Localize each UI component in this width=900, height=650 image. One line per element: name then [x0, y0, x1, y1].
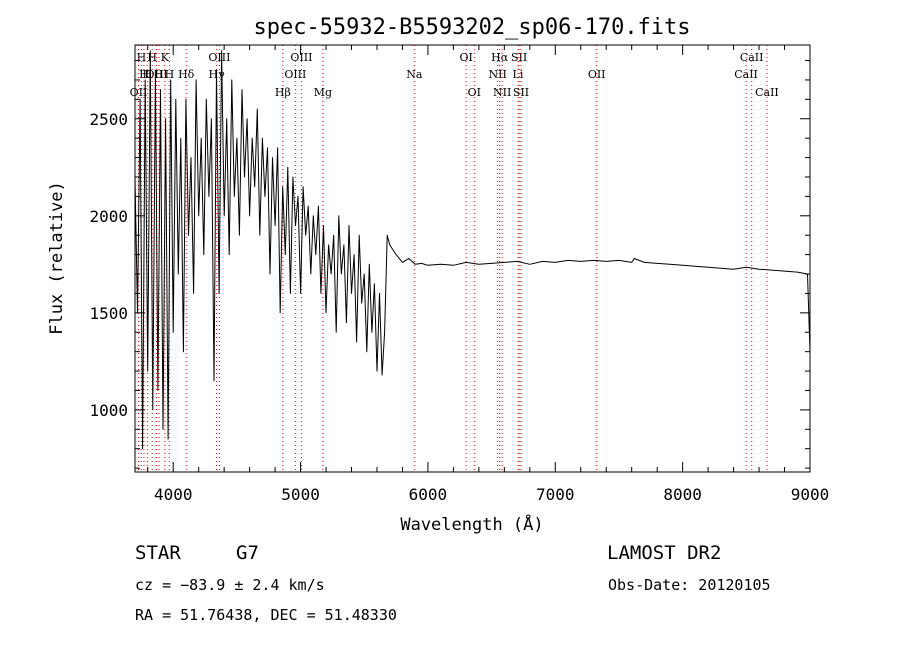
marker-label-1: H — [137, 51, 147, 64]
coordinates: RA = 51.76438, DEC = 51.48330 — [135, 606, 397, 624]
marker-label-17: OI — [459, 51, 472, 64]
marker-label-5: OIII — [145, 68, 167, 81]
spectrum-series — [134, 50, 811, 450]
x-tick-label-3: 7000 — [536, 485, 575, 504]
x-tick-label-1: 5000 — [281, 485, 320, 504]
marker-label-8: H — [165, 68, 175, 81]
y-tick-label-2: 2000 — [89, 207, 128, 226]
marker-label-15: Mg — [314, 86, 332, 99]
x-tick-label-4: 8000 — [663, 485, 702, 504]
marker-label-11: OIII — [208, 51, 230, 64]
marker-label-12: Hβ — [275, 86, 291, 99]
marker-label-18: OI — [468, 86, 481, 99]
marker-label-27: CaII — [740, 51, 764, 64]
x-tick-label-2: 6000 — [409, 485, 448, 504]
marker-label-0: OII — [130, 86, 148, 99]
marker-label-28: CaII — [755, 86, 779, 99]
x-tick-label-0: 4000 — [154, 485, 193, 504]
marker-label-2: H — [139, 68, 149, 81]
marker-label-14: OIII — [290, 51, 312, 64]
y-axis-label: Flux (relative) — [47, 181, 67, 335]
plot-frame — [134, 44, 811, 473]
marker-label-6: H — [154, 68, 164, 81]
y-tick-label-1: 1500 — [89, 304, 128, 323]
marker-label-19: NII — [489, 68, 507, 81]
marker-label-26: CaII — [734, 68, 758, 81]
marker-label-25: OII — [588, 68, 606, 81]
marker-label-20: Hα — [491, 51, 509, 64]
marker-label-16: Na — [406, 68, 423, 81]
survey-name: LAMOST DR2 — [607, 542, 721, 564]
chart-title: spec-55932-B5593202_sp06-170.fits — [253, 15, 690, 40]
marker-label-23: SII — [511, 51, 527, 64]
marker-label-7: K — [161, 51, 170, 64]
marker-label-13: OIII — [284, 68, 306, 81]
spectrum-line — [134, 50, 811, 450]
marker-label-4: H — [147, 51, 157, 64]
axes: 4000 5000 6000 7000 8000 9000 1000 1500 2000 2500 — [89, 44, 830, 504]
y-tick-label-3: 2500 — [89, 110, 128, 129]
object-subclass: G7 — [236, 542, 259, 564]
marker-label-9: Hδ — [178, 68, 195, 81]
marker-label-21: NII — [493, 86, 511, 99]
y-tick-label-0: 1000 — [89, 401, 128, 420]
object-class: STAR — [135, 542, 181, 564]
marker-label-22: Li — [513, 68, 524, 81]
marker-label-24: SII — [513, 86, 529, 99]
marker-label-3: H — [143, 68, 153, 81]
x-tick-label-5: 9000 — [791, 485, 830, 504]
x-axis-label: Wavelength (Å) — [400, 513, 543, 535]
redshift-value: cz = −83.9 ± 2.4 km/s — [135, 576, 325, 594]
observation-date: Obs-Date: 20120105 — [608, 576, 771, 594]
